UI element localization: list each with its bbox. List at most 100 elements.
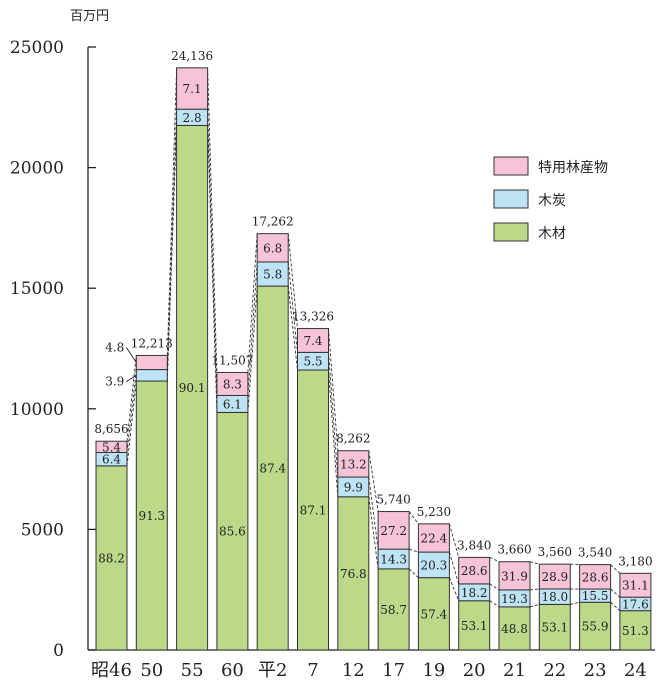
bar-segment <box>417 523 450 553</box>
bar-segment <box>337 450 370 478</box>
x-category-label: 19 <box>422 660 445 681</box>
bar-connector-line <box>529 603 540 608</box>
x-category-label: 17 <box>382 660 405 681</box>
x-category-label: 22 <box>543 660 566 681</box>
bar-segment <box>458 556 491 585</box>
segment-share-label: 76.8 <box>340 567 367 581</box>
bar-connector-line <box>408 548 419 553</box>
bar-total-label: 8,656 <box>94 422 128 436</box>
bar-connector-line <box>529 561 540 565</box>
bar-connector-line <box>247 233 258 373</box>
segment-share-label: 91.3 <box>138 509 165 523</box>
bar-connector-line <box>287 261 298 353</box>
bar-connector-line <box>610 564 621 574</box>
legend-label: 特用林産物 <box>538 160 608 176</box>
segment-share-label: 51.3 <box>622 624 649 638</box>
label-leader-line <box>126 374 137 382</box>
bar-connector-line <box>126 369 137 453</box>
bar-connector-line <box>368 476 379 550</box>
legend-label: 木炭 <box>538 193 566 209</box>
segment-share-label: 8.3 <box>223 377 242 391</box>
bar-connector-line <box>489 556 500 563</box>
bar-connector-line <box>207 109 218 396</box>
legend-label: 木材 <box>538 226 566 242</box>
segment-share-label: 17.6 <box>622 597 649 611</box>
bar-segment <box>417 551 450 579</box>
bar-segment <box>297 328 329 353</box>
bar-connector-line <box>287 233 298 329</box>
bar-segment <box>498 606 531 651</box>
y-tick-label: 10000 <box>10 400 64 420</box>
bar-segment <box>579 564 612 590</box>
bar-connector-line <box>207 67 218 373</box>
bar-segment <box>95 440 128 453</box>
y-tick-label: 0 <box>53 641 64 661</box>
bar-connector-line <box>126 355 137 442</box>
bar-segment <box>538 563 571 590</box>
segment-share-label: 31.9 <box>501 569 528 583</box>
segment-share-label: 9.9 <box>344 480 363 494</box>
bar-connector-line <box>166 109 178 370</box>
bar-total-label: 3,660 <box>497 543 531 557</box>
x-category-label: 昭46 <box>91 660 132 681</box>
bar-total-label: 17,262 <box>252 215 294 229</box>
bar-segment <box>337 496 370 651</box>
bar-total-label: 5,740 <box>376 493 410 507</box>
bar-total-label: 3,840 <box>457 538 491 552</box>
bar-connector-line <box>166 67 178 356</box>
legend-swatch <box>493 189 529 209</box>
x-category-label: 21 <box>503 660 526 681</box>
bar-connector-line <box>247 261 258 396</box>
segment-share-label: 18.0 <box>541 590 568 604</box>
bar-connector-line <box>166 125 178 382</box>
x-category-label: 55 <box>181 660 204 681</box>
bar-connector-line <box>448 523 460 558</box>
segment-share-label: 31.1 <box>622 579 649 593</box>
y-tick-label: 25000 <box>10 38 64 58</box>
legend-swatch <box>493 156 529 176</box>
bar-connector-line <box>126 381 137 466</box>
bar-total-label: 3,560 <box>538 545 572 559</box>
segment-share-label: 28.9 <box>541 570 568 584</box>
segment-share-label: 4.8 <box>105 340 124 354</box>
segment-share-label: 58.7 <box>380 603 407 617</box>
segment-share-label: 14.3 <box>380 553 407 567</box>
segment-share-label: 13.2 <box>340 457 367 471</box>
segment-share-label: 55.9 <box>582 620 609 634</box>
x-category-label: 12 <box>342 660 365 681</box>
segment-share-label: 7.4 <box>303 334 322 348</box>
bar-connector-line <box>408 568 419 578</box>
segment-share-label: 57.4 <box>421 607 448 621</box>
bar-connector-line <box>207 125 218 413</box>
bar-segment <box>216 411 249 651</box>
bar-total-label: 13,326 <box>292 310 334 324</box>
bar-segment <box>538 603 571 651</box>
bar-connector-line <box>448 577 460 601</box>
bar-total-label: 24,136 <box>171 49 213 63</box>
legend-swatch <box>493 222 529 242</box>
segment-share-label: 6.4 <box>102 453 121 467</box>
y-axis-unit-label: 百万円 <box>70 9 109 24</box>
segment-share-label: 3.9 <box>105 375 124 389</box>
bar-segment <box>458 600 491 651</box>
bar-connector-line <box>408 511 419 525</box>
bar-segment <box>579 601 612 651</box>
bar-connector-line <box>287 286 298 371</box>
bar-segment <box>619 572 652 598</box>
segment-share-label: 19.3 <box>501 592 528 606</box>
segment-share-label: 28.6 <box>582 570 609 584</box>
segment-share-label: 5.8 <box>263 268 282 282</box>
bar-segment <box>297 369 329 651</box>
bar-segment <box>256 233 289 263</box>
bar-segment <box>256 285 289 651</box>
bar-connector-line <box>328 352 339 478</box>
x-category-label: 平2 <box>258 660 287 681</box>
x-category-label: 23 <box>584 660 607 681</box>
bar-segment <box>135 354 168 371</box>
segment-share-label: 22.4 <box>421 531 448 545</box>
bar-total-label: 3,540 <box>578 546 612 560</box>
bar-segment <box>216 371 249 396</box>
segment-share-label: 18.2 <box>461 586 488 600</box>
bar-connector-line <box>489 600 500 608</box>
bar-segment <box>176 67 209 110</box>
